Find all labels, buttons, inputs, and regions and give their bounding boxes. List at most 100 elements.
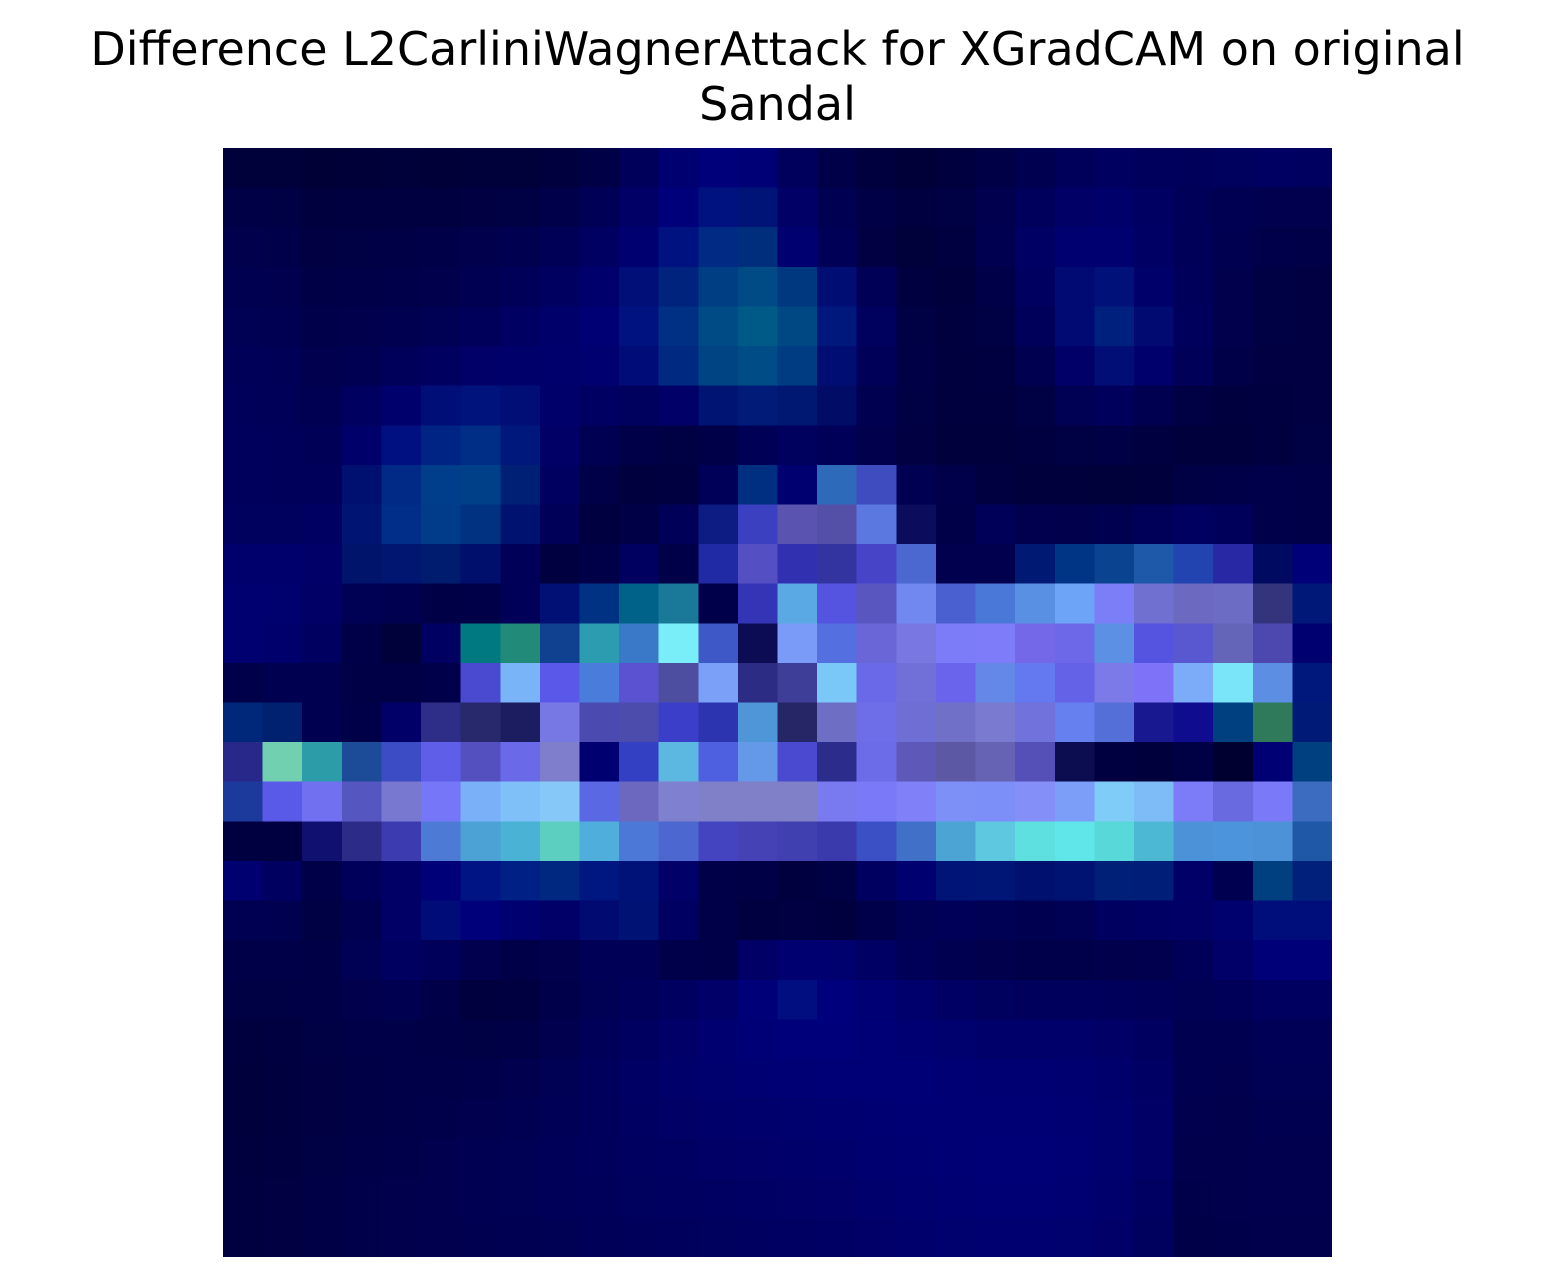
heatmap-cell-r6-c26 xyxy=(1252,385,1293,426)
heatmap-cell-r7-c26 xyxy=(1252,425,1293,466)
heatmap-cell-r19-c3 xyxy=(341,900,383,941)
heatmap-cell-r26-c15 xyxy=(817,1177,858,1218)
heatmap-cell-r13-c23 xyxy=(1133,662,1175,704)
heatmap-cell-r19-c11 xyxy=(658,900,699,941)
heatmap-cell-r18-c10 xyxy=(619,860,660,902)
heatmap-cell-r17-c18 xyxy=(935,821,977,862)
heatmap-cell-r21-c24 xyxy=(1173,979,1214,1020)
heatmap-cell-r1-c12 xyxy=(698,187,739,228)
heatmap-cell-r20-c20 xyxy=(1015,940,1056,981)
heatmap-cell-r20-c27 xyxy=(1292,940,1332,981)
heatmap-cell-r21-c8 xyxy=(539,979,581,1020)
heatmap-cell-r7-c11 xyxy=(658,425,699,466)
heatmap-cell-r5-c17 xyxy=(896,346,937,387)
heatmap-cell-r19-c20 xyxy=(1015,900,1056,941)
heatmap-cell-r21-c1 xyxy=(262,979,303,1020)
heatmap-cell-r2-c26 xyxy=(1252,227,1293,268)
heatmap-cell-r11-c21 xyxy=(1054,583,1095,624)
heatmap-cell-r5-c13 xyxy=(737,346,779,387)
heatmap-cell-r8-c17 xyxy=(896,464,937,506)
heatmap-cell-r21-c22 xyxy=(1094,979,1135,1020)
heatmap-cell-r18-c22 xyxy=(1094,860,1135,902)
heatmap-cell-r3-c19 xyxy=(975,266,1016,308)
heatmap-cell-r6-c22 xyxy=(1094,385,1135,426)
heatmap-cell-r14-c9 xyxy=(579,702,620,743)
heatmap-cell-r27-c4 xyxy=(381,1217,422,1257)
heatmap-cell-r26-c12 xyxy=(698,1177,739,1218)
heatmap-cell-r3-c25 xyxy=(1213,266,1254,308)
heatmap-cell-r21-c0 xyxy=(223,979,264,1020)
heatmap-cell-r4-c3 xyxy=(341,306,383,347)
heatmap-cell-r19-c8 xyxy=(539,900,581,941)
heatmap-cell-r9-c1 xyxy=(262,504,303,545)
heatmap-cell-r10-c11 xyxy=(658,544,699,585)
heatmap-cell-r15-c5 xyxy=(421,742,462,783)
heatmap-cell-r6-c20 xyxy=(1015,385,1056,426)
heatmap-cell-r27-c25 xyxy=(1213,1217,1254,1257)
heatmap-cell-r24-c7 xyxy=(500,1098,541,1139)
heatmap-cell-r15-c18 xyxy=(935,742,977,783)
heatmap-cell-r20-c18 xyxy=(935,940,977,981)
heatmap-cell-r13-c22 xyxy=(1094,662,1135,704)
heatmap-cell-r7-c15 xyxy=(817,425,858,466)
heatmap-cell-r22-c1 xyxy=(262,1019,303,1060)
heatmap-cell-r20-c19 xyxy=(975,940,1016,981)
heatmap-cell-r3-c1 xyxy=(262,266,303,308)
heatmap-cell-r21-c23 xyxy=(1133,979,1175,1020)
heatmap-cell-r2-c20 xyxy=(1015,227,1056,268)
heatmap-cell-r12-c18 xyxy=(935,623,977,664)
heatmap-cell-r6-c23 xyxy=(1133,385,1175,426)
heatmap-cell-r22-c20 xyxy=(1015,1019,1056,1060)
heatmap-cell-r20-c11 xyxy=(658,940,699,981)
heatmap-cell-r15-c6 xyxy=(460,742,501,783)
heatmap-cell-r13-c2 xyxy=(302,662,343,704)
heatmap-cell-r8-c5 xyxy=(421,464,462,506)
heatmap-cell-r7-c10 xyxy=(619,425,660,466)
heatmap-cell-r11-c11 xyxy=(658,583,699,624)
heatmap-cell-r8-c8 xyxy=(539,464,581,506)
heatmap-cell-r11-c19 xyxy=(975,583,1016,624)
heatmap-cell-r26-c23 xyxy=(1133,1177,1175,1218)
heatmap-cell-r9-c18 xyxy=(935,504,977,545)
heatmap-cell-r8-c21 xyxy=(1054,464,1095,506)
heatmap-cell-r1-c5 xyxy=(421,187,462,228)
heatmap-cell-r21-c2 xyxy=(302,979,343,1020)
heatmap-cell-r4-c13 xyxy=(737,306,779,347)
heatmap-cell-r16-c4 xyxy=(381,781,422,822)
heatmap-cell-r5-c15 xyxy=(817,346,858,387)
heatmap-cell-r17-c5 xyxy=(421,821,462,862)
heatmap-cell-r3-c10 xyxy=(619,266,660,308)
heatmap-cell-r3-c20 xyxy=(1015,266,1056,308)
heatmap-cell-r6-c2 xyxy=(302,385,343,426)
heatmap-cell-r15-c21 xyxy=(1054,742,1095,783)
heatmap-cell-r0-c16 xyxy=(856,148,897,189)
heatmap-cell-r25-c3 xyxy=(341,1138,383,1179)
heatmap-cell-r5-c21 xyxy=(1054,346,1095,387)
heatmap-cell-r0-c14 xyxy=(777,148,818,189)
heatmap-cell-r24-c12 xyxy=(698,1098,739,1139)
heatmap-cell-r9-c8 xyxy=(539,504,581,545)
heatmap-cell-r7-c2 xyxy=(302,425,343,466)
heatmap-cell-r7-c4 xyxy=(381,425,422,466)
heatmap-cell-r17-c24 xyxy=(1173,821,1214,862)
heatmap-cell-r24-c11 xyxy=(658,1098,699,1139)
heatmap-cell-r21-c27 xyxy=(1292,979,1332,1020)
heatmap-cell-r17-c13 xyxy=(737,821,779,862)
heatmap-cell-r6-c16 xyxy=(856,385,897,426)
heatmap-cell-r10-c25 xyxy=(1213,544,1254,585)
heatmap-cell-r20-c14 xyxy=(777,940,818,981)
heatmap-cell-r14-c23 xyxy=(1133,702,1175,743)
heatmap-cell-r0-c12 xyxy=(698,148,739,189)
heatmap-cell-r3-c11 xyxy=(658,266,699,308)
heatmap-cell-r16-c12 xyxy=(698,781,739,822)
heatmap-cell-r17-c14 xyxy=(777,821,818,862)
heatmap-cell-r19-c2 xyxy=(302,900,343,941)
heatmap-cell-r9-c7 xyxy=(500,504,541,545)
heatmap-cell-r7-c25 xyxy=(1213,425,1254,466)
heatmap-cell-r13-c15 xyxy=(817,662,858,704)
heatmap-cell-r26-c1 xyxy=(262,1177,303,1218)
heatmap-cell-r1-c6 xyxy=(460,187,501,228)
heatmap-cell-r23-c10 xyxy=(619,1058,660,1100)
heatmap-cell-r25-c2 xyxy=(302,1138,343,1179)
heatmap-cell-r19-c15 xyxy=(817,900,858,941)
